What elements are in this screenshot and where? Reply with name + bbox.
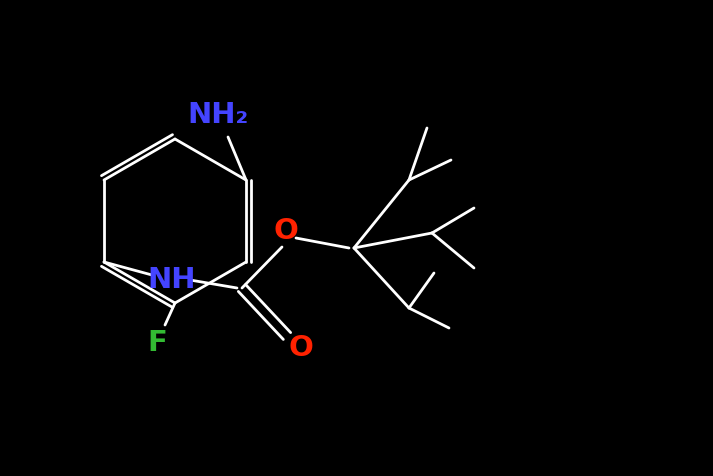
Text: O: O bbox=[274, 217, 299, 245]
Text: O: O bbox=[289, 334, 314, 362]
Text: NH₂: NH₂ bbox=[188, 101, 249, 129]
Text: NH: NH bbox=[148, 266, 196, 294]
Text: F: F bbox=[147, 329, 167, 357]
